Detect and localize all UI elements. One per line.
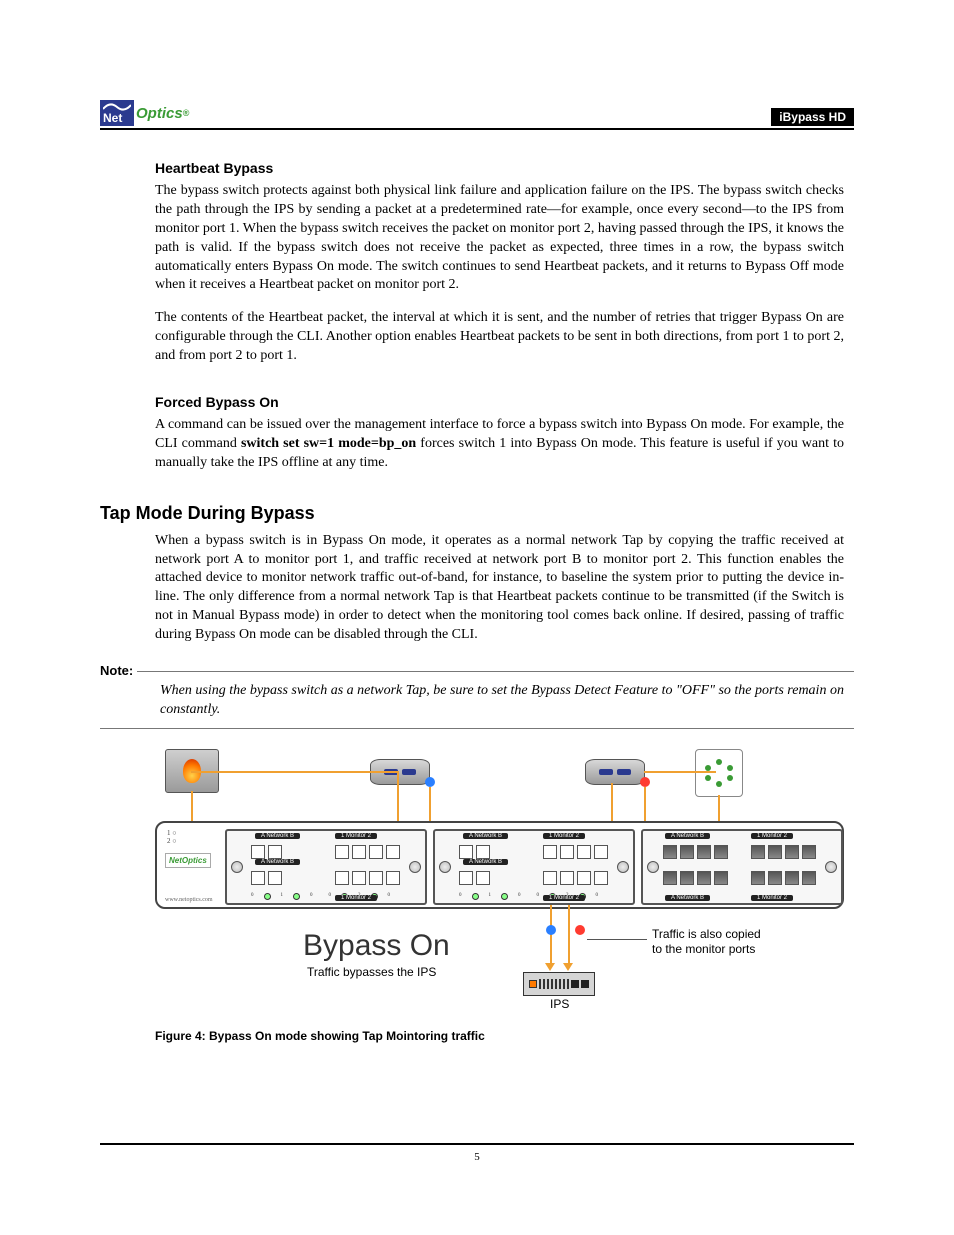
mod3-net-label-top: A Network B <box>665 833 710 839</box>
mod1-net-label-2: A Network B <box>255 859 300 865</box>
traffic-copy-label-line1: Traffic is also copied <box>652 927 761 941</box>
mod2-net-label: A Network B <box>463 833 508 839</box>
endpoint-dot-red-1 <box>640 777 650 787</box>
heading-forced-bypass-on: Forced Bypass On <box>155 394 844 410</box>
chassis-logo-net: Net <box>169 856 182 865</box>
mod1-mon-label-top: 1 Monitor 2 <box>335 833 377 839</box>
chassis-logo: NetOptics <box>165 853 211 868</box>
mod1-net-label: A Network B <box>255 833 300 839</box>
brand-logo: Net Optics® <box>100 100 189 126</box>
figure-caption: Figure 4: Bypass On mode showing Tap Moi… <box>155 1029 854 1043</box>
endpoint-dot-blue-2 <box>546 925 556 935</box>
ips-label: IPS <box>550 997 569 1011</box>
bypass-sub-label: Traffic bypasses the IPS <box>307 965 436 979</box>
cli-command: switch set sw=1 mode=bp_on <box>241 436 416 451</box>
heading-tap-mode: Tap Mode During Bypass <box>100 503 854 524</box>
chassis-logo-optics: Optics <box>182 856 207 865</box>
footer-rule <box>100 1143 854 1145</box>
tap-mode-paragraph: When a bypass switch is in Bypass On mod… <box>155 532 844 645</box>
traffic-copy-label-line2: to the monitor ports <box>652 942 755 956</box>
mod2-net-label-2: A Network B <box>463 859 508 865</box>
heading-heartbeat-bypass: Heartbeat Bypass <box>155 160 844 176</box>
ibypass-chassis: 1 ○ 2 ○ NetOptics www.netoptics.com A Ne… <box>155 821 844 909</box>
product-badge: iBypass HD <box>771 108 854 126</box>
note-text: When using the bypass switch as a networ… <box>160 682 844 720</box>
logo-registered-mark: ® <box>183 108 190 118</box>
page-header: Net Optics® iBypass HD <box>100 100 854 130</box>
mod2-mon-label-bot: 1 Monitor 2 <box>543 895 585 901</box>
chassis-module-2: A Network B 1 Monitor 2 A Network B 010 … <box>433 829 635 905</box>
chassis-module-1: A Network B 1 Monitor 2 A Network B 010 … <box>225 829 427 905</box>
note-label: Note: <box>100 663 137 678</box>
logo-optics-text: Optics <box>136 105 183 122</box>
mod2-mon-label-top: 1 Monitor 2 <box>543 833 585 839</box>
heartbeat-paragraph-1: The bypass switch protects against both … <box>155 182 844 295</box>
traffic-copy-label: Traffic is also copied to the monitor po… <box>652 927 761 958</box>
logo-wave-icon <box>103 103 131 111</box>
mod3-mon-label-bot: 1 Monitor 2 <box>751 895 793 901</box>
mod3-net-label-bot: A Network B <box>665 895 710 901</box>
switch-star-icon <box>705 759 733 787</box>
logo-net-text: Net <box>103 111 122 125</box>
mod3-mon-label-top: 1 Monitor 2 <box>751 833 793 839</box>
bypass-on-label: Bypass On <box>303 929 450 963</box>
page-number: 5 <box>0 1151 954 1163</box>
chassis-status-leds: 1 ○ 2 ○ <box>167 829 176 846</box>
endpoint-dot-red-2 <box>575 925 585 935</box>
endpoint-dot-blue-1 <box>425 777 435 787</box>
mod1-mon-label-bot: 1 Monitor 2 <box>335 895 377 901</box>
switch-icon <box>695 749 743 797</box>
bypass-diagram: 1 ○ 2 ○ NetOptics www.netoptics.com A Ne… <box>155 749 844 1019</box>
forced-bypass-paragraph: A command can be issued over the managem… <box>155 416 844 473</box>
note-block: Note: When using the bypass switch as a … <box>100 663 854 729</box>
heartbeat-paragraph-2: The contents of the Heartbeat packet, th… <box>155 309 844 366</box>
chassis-url: www.netoptics.com <box>165 897 213 903</box>
router-icon-2 <box>585 759 645 785</box>
chassis-module-3: A Network B 1 Monitor 2 A Network B 1 Mo… <box>641 829 843 905</box>
ips-device-icon <box>523 972 595 996</box>
logo-mark: Net <box>100 100 134 126</box>
